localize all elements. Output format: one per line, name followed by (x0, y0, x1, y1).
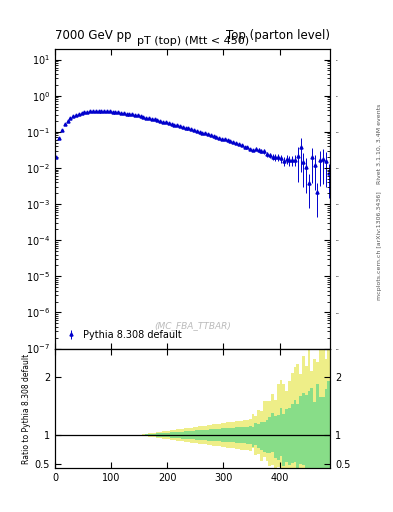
Y-axis label: Ratio to Pythia 8.308 default: Ratio to Pythia 8.308 default (22, 353, 31, 464)
Text: Rivet 3.1.10, 3.4M events: Rivet 3.1.10, 3.4M events (377, 103, 382, 183)
Text: (MC_FBA_TTBAR): (MC_FBA_TTBAR) (154, 322, 231, 331)
Legend: Pythia 8.308 default: Pythia 8.308 default (60, 326, 186, 344)
Text: mcplots.cern.ch [arXiv:1306.3436]: mcplots.cern.ch [arXiv:1306.3436] (377, 191, 382, 300)
Title: pT (top) (Mtt < 450): pT (top) (Mtt < 450) (136, 36, 249, 47)
Text: Top (parton level): Top (parton level) (226, 29, 330, 42)
Text: 7000 GeV pp: 7000 GeV pp (55, 29, 132, 42)
